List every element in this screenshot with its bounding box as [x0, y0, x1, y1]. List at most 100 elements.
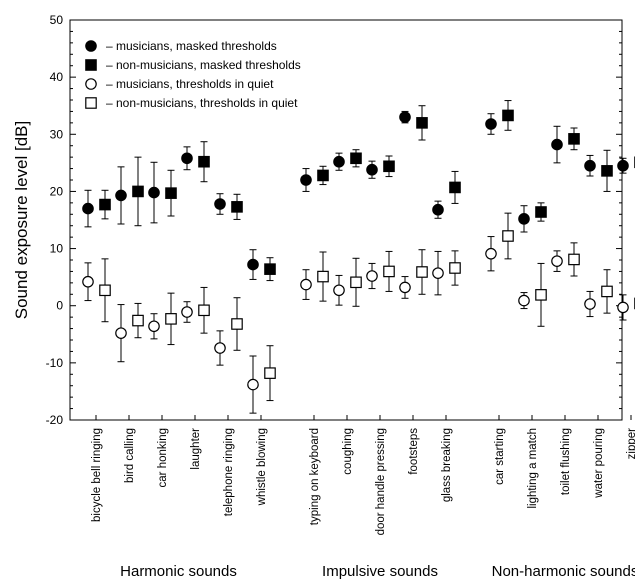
- category-label: whistle blowing: [256, 428, 268, 506]
- data-point: [231, 318, 243, 330]
- data-point: [518, 213, 530, 225]
- y-tick-label: 30: [50, 127, 64, 141]
- data-markers: [82, 100, 635, 414]
- category-label: bird calling: [124, 428, 136, 483]
- data-point: [333, 155, 345, 168]
- legend-marker: [85, 40, 97, 52]
- data-point: [416, 117, 428, 129]
- data-point: [449, 181, 461, 194]
- legend-marker: [85, 78, 97, 90]
- y-tick-label: 0: [56, 299, 63, 313]
- data-point: [366, 270, 378, 282]
- data-point: [518, 294, 530, 307]
- data-point: [617, 301, 629, 314]
- data-point: [383, 265, 395, 278]
- y-tick-label: 50: [50, 13, 64, 27]
- data-point: [99, 284, 111, 297]
- y-tick-label: 20: [50, 184, 64, 198]
- data-point: [115, 189, 127, 202]
- data-point: [181, 306, 193, 318]
- labels: bicycle bell ringing bird calling car honk…: [12, 121, 635, 580]
- data-point: [535, 289, 547, 301]
- y-axis-label: Sound exposure level [dB]: [12, 121, 31, 319]
- axes: -20 -10 0 10 20 30 40 50: [46, 13, 632, 427]
- category-label: toilet flushing: [560, 428, 572, 495]
- data-point: [568, 253, 580, 266]
- data-point: [317, 169, 329, 182]
- data-point: [300, 278, 312, 291]
- y-tick-label: 10: [50, 242, 64, 256]
- data-point: [568, 133, 580, 145]
- category-label: glass breaking: [441, 428, 453, 502]
- category-label: car starting: [494, 428, 506, 485]
- data-point: [82, 275, 94, 288]
- category-label: laughter: [190, 428, 202, 470]
- data-point: [317, 270, 329, 283]
- category-label: door handle pressing: [375, 428, 387, 535]
- data-point: [416, 266, 428, 278]
- data-point: [82, 202, 94, 215]
- legend-entry: – musicians, thresholds in quiet: [106, 77, 274, 91]
- data-point: [181, 152, 193, 165]
- category-label: bicycle bell ringing: [91, 428, 103, 522]
- data-point: [366, 163, 378, 176]
- data-point: [449, 262, 461, 274]
- data-point: [99, 198, 111, 211]
- category-label: lighting a match: [527, 428, 539, 509]
- category-label: car honking: [157, 428, 169, 487]
- data-point: [132, 185, 144, 198]
- data-point: [601, 285, 613, 298]
- legend-marker: [85, 97, 97, 109]
- data-point: [115, 327, 127, 339]
- data-point: [300, 174, 312, 186]
- data-point: [247, 258, 259, 271]
- legend-marker: [85, 59, 97, 71]
- y-tick-label: 40: [50, 70, 64, 84]
- data-point: [333, 284, 345, 297]
- data-point: [601, 165, 613, 177]
- group-label: Impulsive sounds: [322, 563, 438, 580]
- plot-frame: [69, 19, 623, 421]
- data-point: [502, 109, 514, 122]
- category-label: telephone ringing: [223, 428, 235, 516]
- y-tick-label: -20: [46, 413, 64, 427]
- legend-entry: – non-musicians, thresholds in quiet: [106, 96, 298, 110]
- data-point: [214, 198, 226, 210]
- data-point: [214, 342, 226, 354]
- data-point: [165, 313, 177, 325]
- data-point: [198, 304, 210, 317]
- data-point: [432, 267, 444, 279]
- series-3: [82, 236, 629, 414]
- category-label: water pouring: [593, 428, 605, 499]
- data-point: [584, 159, 596, 172]
- data-point: [551, 255, 563, 267]
- data-point: [535, 206, 547, 218]
- data-point: [617, 159, 629, 172]
- data-point: [247, 378, 259, 391]
- y-tick-label: -10: [46, 356, 64, 370]
- series-4: [99, 212, 635, 402]
- data-point: [132, 314, 144, 327]
- data-point: [264, 367, 276, 379]
- series-2: [99, 100, 635, 282]
- data-point: [165, 187, 177, 199]
- category-label: zipper: [626, 428, 635, 459]
- data-point: [383, 160, 395, 173]
- legend: – musicians, masked thresholds – non-musi…: [85, 39, 301, 110]
- category-label: typing on keyboard: [309, 428, 321, 525]
- data-point: [485, 118, 497, 130]
- data-point: [502, 230, 514, 242]
- legend-entry: – musicians, masked thresholds: [106, 39, 277, 53]
- legend-entry: – non-musicians, masked thresholds: [106, 58, 301, 72]
- data-point: [399, 111, 411, 123]
- group-label: Non-harmonic sounds: [492, 563, 635, 580]
- data-point: [350, 152, 362, 165]
- group-label: Harmonic sounds: [120, 563, 237, 580]
- data-point: [198, 155, 210, 168]
- data-point: [231, 201, 243, 213]
- data-point: [551, 138, 563, 151]
- data-point: [264, 263, 276, 275]
- data-point: [584, 298, 596, 310]
- data-point: [399, 281, 411, 294]
